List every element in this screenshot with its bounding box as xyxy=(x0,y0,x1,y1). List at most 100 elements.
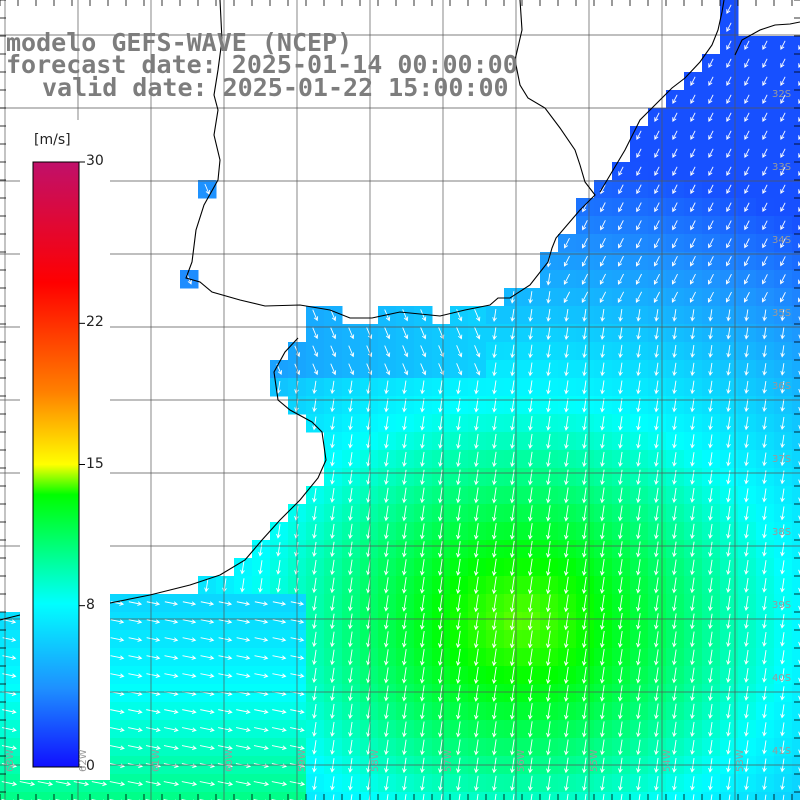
wind-arrow xyxy=(348,631,353,648)
field-cell xyxy=(792,378,800,397)
wind-arrow xyxy=(545,612,551,631)
wind-arrow xyxy=(420,667,425,684)
wind-arrow xyxy=(456,505,461,522)
wind-arrow xyxy=(726,345,731,358)
wind-arrow xyxy=(420,612,425,630)
wind-arrow xyxy=(708,703,713,719)
wind-arrow xyxy=(200,709,215,714)
wind-arrow xyxy=(618,739,623,756)
wind-arrow xyxy=(798,515,800,521)
wind-arrow xyxy=(473,558,479,577)
wind-arrow xyxy=(618,685,623,702)
wind-arrow xyxy=(762,184,768,195)
wind-arrow xyxy=(312,776,317,791)
wind-arrow xyxy=(726,703,731,719)
wind-arrow xyxy=(330,452,335,467)
wind-arrow xyxy=(420,541,425,558)
wind-arrow xyxy=(726,220,732,231)
wind-arrow xyxy=(164,655,179,660)
wind-arrow xyxy=(19,781,36,787)
wind-arrow xyxy=(110,637,125,642)
wind-arrow xyxy=(671,273,678,285)
wind-arrow xyxy=(473,612,479,631)
wind-arrow xyxy=(402,613,407,630)
wind-arrow xyxy=(548,793,551,800)
wind-arrow xyxy=(744,416,749,431)
field-cell xyxy=(792,432,800,451)
wind-arrow xyxy=(402,327,409,340)
wind-arrow xyxy=(707,273,714,285)
wind-arrow xyxy=(402,469,407,486)
wind-arrow xyxy=(163,781,180,787)
wind-arrow xyxy=(402,434,407,449)
wind-arrow xyxy=(618,631,623,648)
wind-arrow xyxy=(420,416,425,431)
wind-arrow xyxy=(744,613,749,629)
wind-arrow xyxy=(384,667,389,684)
wind-arrow xyxy=(780,220,786,231)
wind-arrow xyxy=(798,370,800,376)
wind-arrow xyxy=(420,631,425,648)
wind-arrow xyxy=(654,416,659,431)
wind-arrow xyxy=(146,601,161,606)
wind-arrow xyxy=(636,703,641,720)
wind-arrow xyxy=(726,559,731,576)
wind-arrow xyxy=(456,416,461,431)
wind-arrow xyxy=(564,721,569,738)
wind-arrow xyxy=(690,452,695,467)
wind-arrow xyxy=(744,722,749,737)
wind-arrow xyxy=(546,487,551,504)
wind-arrow xyxy=(582,433,587,449)
wind-arrow xyxy=(636,166,642,177)
latitude-label: 40S xyxy=(772,673,792,684)
wind-arrow xyxy=(528,344,533,359)
wind-arrow xyxy=(744,776,749,791)
wind-arrow xyxy=(582,541,587,558)
wind-arrow xyxy=(798,352,800,358)
wind-arrow xyxy=(798,407,800,412)
wind-arrow xyxy=(456,363,463,376)
field-cell xyxy=(792,360,800,379)
latitude-label: 41S xyxy=(772,746,792,757)
field-cell xyxy=(702,792,721,800)
wind-arrow xyxy=(654,326,659,340)
wind-arrow xyxy=(690,220,696,231)
wind-arrow xyxy=(437,630,443,648)
wind-arrow xyxy=(689,291,696,303)
wind-arrow xyxy=(654,184,660,195)
wind-arrow xyxy=(725,291,732,303)
wind-arrow xyxy=(600,559,605,576)
wind-arrow xyxy=(672,112,678,123)
wind-arrow xyxy=(798,713,800,719)
wind-arrow xyxy=(564,775,569,792)
wind-arrow xyxy=(546,291,551,304)
wind-arrow xyxy=(527,576,533,595)
wind-arrow xyxy=(491,594,497,613)
wind-arrow xyxy=(618,577,623,594)
wind-arrow xyxy=(581,273,588,285)
wind-arrow xyxy=(618,775,623,791)
wind-arrow xyxy=(218,709,233,714)
wind-arrow xyxy=(636,505,641,522)
wind-arrow xyxy=(762,40,768,51)
wind-arrow xyxy=(726,380,731,395)
wind-arrow xyxy=(254,619,269,624)
coastline-uruguay-brazil xyxy=(599,0,725,193)
wind-arrow xyxy=(636,220,642,231)
wind-arrow xyxy=(509,648,515,667)
wind-arrow xyxy=(402,363,409,376)
wind-arrow xyxy=(618,505,623,522)
field-cell xyxy=(36,792,55,800)
colorbar-tick-label: 30 xyxy=(86,153,104,169)
wind-arrow xyxy=(164,619,179,624)
wind-arrow xyxy=(330,776,335,791)
wind-arrow xyxy=(672,505,677,522)
wind-arrow xyxy=(744,488,749,503)
wind-arrow xyxy=(510,326,515,341)
wind-arrow xyxy=(438,505,443,522)
wind-arrow xyxy=(492,469,497,486)
wind-arrow xyxy=(690,595,695,612)
wind-arrow xyxy=(618,595,623,612)
wind-arrow xyxy=(492,451,497,468)
wind-arrow xyxy=(546,505,551,522)
